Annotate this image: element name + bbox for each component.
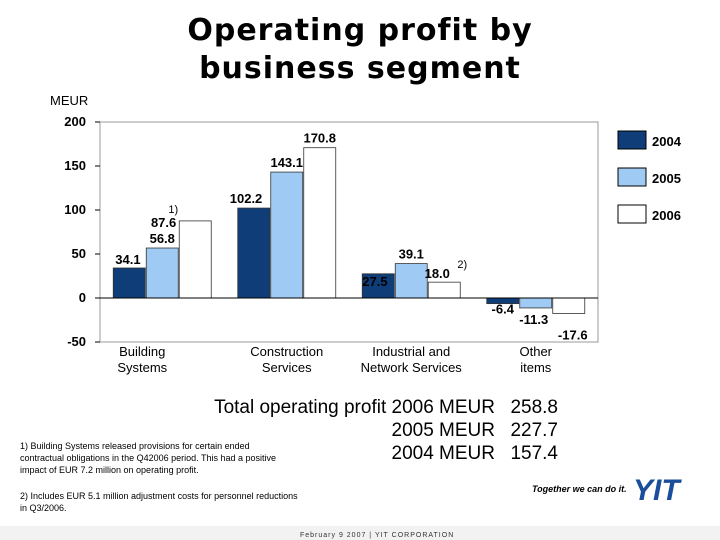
total-value-2005: 227.7: [510, 420, 558, 441]
logo-text: YIT: [633, 474, 682, 504]
y-tick-label: 0: [79, 290, 86, 305]
bar-2006: [427, 281, 461, 299]
legend-swatch-2006: [617, 204, 647, 224]
y-tick-label: 100: [64, 202, 86, 217]
category-label: Building: [119, 344, 165, 359]
category-label: Network Services: [361, 360, 463, 375]
y-tick-label: -50: [67, 334, 86, 349]
footer-text: February 9 2007 | YIT CORPORATION: [300, 532, 455, 539]
data-label-2005: 39.1: [399, 247, 424, 262]
data-label-2005: 56.8: [150, 231, 175, 246]
total-label-2006: Total operating profit 2006 MEUR: [214, 397, 495, 418]
title-line: Operating profit by: [187, 13, 533, 48]
footnote-marker: 1): [168, 204, 178, 216]
data-label-2005: 143.1: [270, 155, 303, 170]
data-label-2005: -11.3: [519, 312, 548, 327]
data-label-2004: 102.2: [230, 191, 263, 206]
plot-area: [99, 121, 599, 343]
brand-slogan: Together we can do it.: [532, 484, 627, 494]
footnote-1: 1) Building Systems released provisions …: [20, 441, 276, 475]
y-tick-label: 150: [64, 158, 86, 173]
bar-2005: [270, 171, 304, 299]
data-label-2004: 27.5: [362, 274, 387, 289]
legend-label-2006: 2006: [652, 208, 681, 223]
bar-2006: [178, 220, 212, 299]
legend-swatch-2005: [617, 167, 647, 187]
category-label: Industrial and: [372, 344, 450, 359]
category-label: Construction: [250, 344, 323, 359]
data-label-2004: -6.4: [492, 302, 515, 317]
title-line: business segment: [199, 51, 521, 86]
legend-label-2005: 2005: [652, 171, 681, 186]
total-label-2004: 2004 MEUR: [391, 443, 496, 464]
data-label-2004: 34.1: [115, 252, 140, 267]
data-label-2006: 87.6: [151, 215, 176, 230]
category-label: Other: [519, 344, 552, 359]
bar-2006: [303, 147, 337, 299]
data-label-2006: -17.6: [558, 327, 588, 342]
category-label: Systems: [117, 360, 167, 375]
total-value-2004: 157.4: [510, 443, 558, 464]
page-title: Operating profit by business segment: [140, 12, 580, 88]
bar-2005: [145, 247, 179, 299]
bar-2004: [361, 273, 395, 299]
bar-2004: [237, 207, 271, 299]
legend-swatch-2004: [617, 130, 647, 150]
bar-2005: [519, 297, 553, 309]
legend-label-2004: 2004: [652, 134, 682, 149]
total-value-2006: 258.8: [510, 397, 558, 418]
yit-logo: YIT: [633, 474, 682, 504]
total-label-2005: 2005 MEUR: [391, 420, 496, 441]
y-tick-label: 200: [64, 114, 86, 129]
data-label-2006: 170.8: [303, 131, 336, 146]
operating-profit-chart: -50 0 50 100 150 200 34.1 56.887.6 BuildingSyste…: [64, 114, 682, 375]
bar-2004: [112, 267, 146, 299]
bar-2005: [394, 263, 428, 299]
y-tick-label: 50: [72, 246, 86, 261]
category-label: items: [520, 360, 552, 375]
data-label-2006: 18.0: [425, 266, 450, 281]
footnote-marker: 2): [457, 259, 467, 271]
category-label: Services: [262, 360, 312, 375]
footer-bar: [0, 526, 720, 540]
unit-label: MEUR: [50, 93, 89, 108]
footnote-2: 2) Includes EUR 5.1 million adjustment c…: [20, 491, 298, 513]
bar-2006: [552, 297, 586, 314]
